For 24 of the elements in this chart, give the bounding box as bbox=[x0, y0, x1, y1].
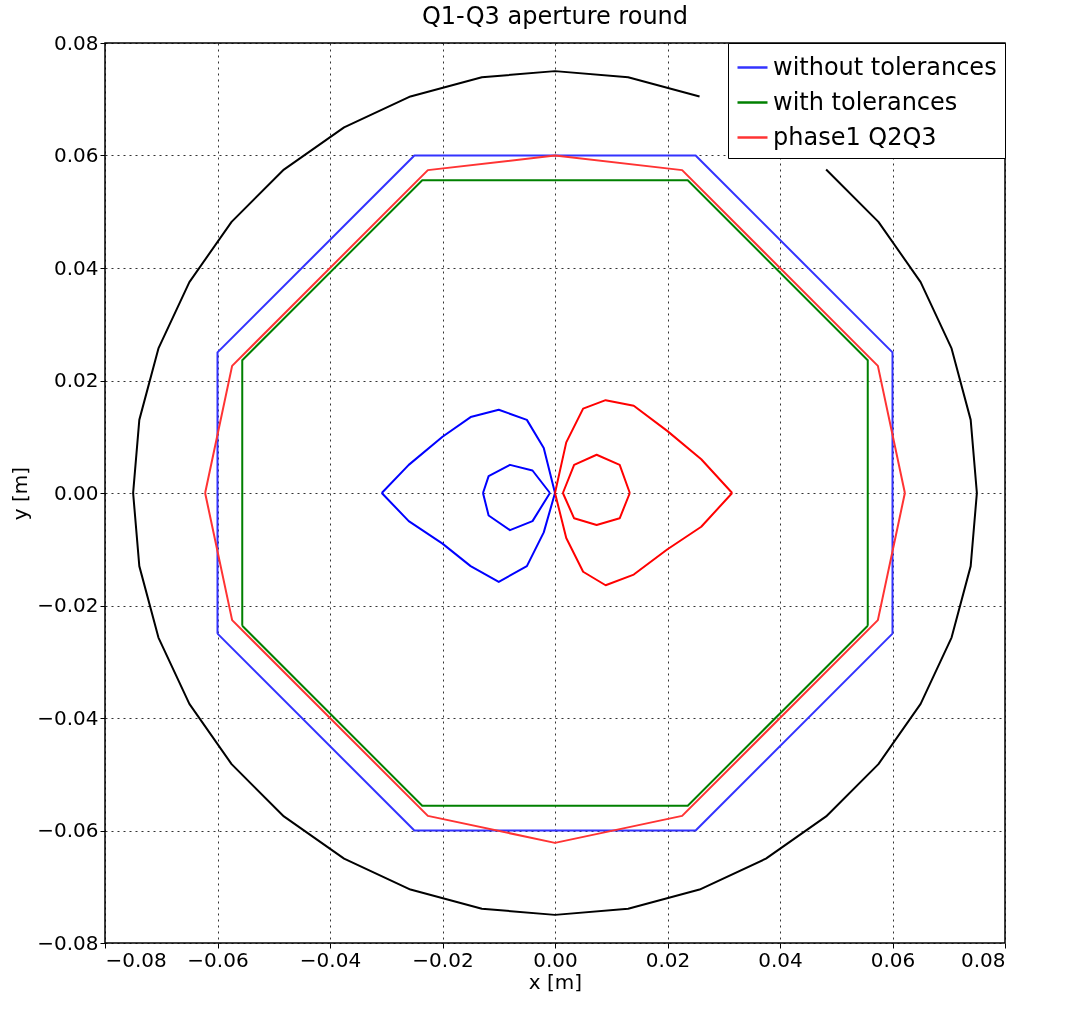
y-tick-label: 0.06 bbox=[53, 143, 99, 167]
x-tick-label: 0.00 bbox=[533, 947, 578, 972]
x-tick-label: −0.06 bbox=[187, 947, 249, 972]
y-tick-label: 0.02 bbox=[53, 368, 99, 392]
x-tick-label: 0.06 bbox=[870, 947, 916, 972]
y-tick-label: −0.04 bbox=[37, 705, 99, 730]
x-tick-label: 0.04 bbox=[758, 947, 803, 972]
y-tick-label: −0.02 bbox=[37, 593, 99, 617]
legend-label: with tolerances bbox=[773, 87, 958, 116]
chart-title: Q1-Q3 aperture round bbox=[421, 2, 689, 30]
x-tick-label: −0.04 bbox=[299, 947, 362, 972]
legend-label: phase1 Q2Q3 bbox=[773, 122, 937, 151]
x-tick-label: −0.02 bbox=[412, 947, 474, 972]
y-tick-label: 0.00 bbox=[53, 480, 99, 505]
y-tick-label: 0.08 bbox=[53, 30, 99, 55]
legend-label: without tolerances bbox=[773, 52, 997, 81]
x-tick-label: 0.08 bbox=[960, 947, 1006, 972]
y-axis-title: y [m] bbox=[8, 466, 33, 521]
x-axis-title: x [m] bbox=[528, 969, 583, 994]
y-tick-label: 0.04 bbox=[53, 255, 99, 280]
y-tick-label: −0.06 bbox=[37, 818, 99, 842]
x-tick-label: 0.02 bbox=[645, 947, 691, 972]
y-tick-label: −0.08 bbox=[37, 930, 99, 955]
x-tick-label: −0.08 bbox=[105, 947, 167, 972]
